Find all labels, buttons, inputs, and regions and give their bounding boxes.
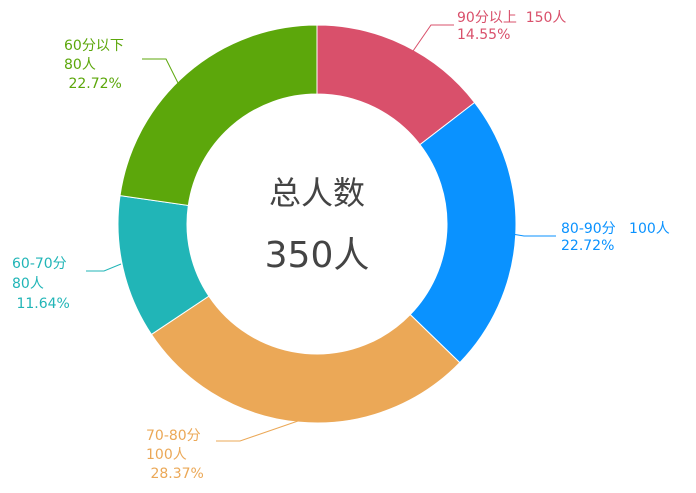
slice-label-1-line-1: 22.72% [561,238,614,254]
slice-label-4-line-2: 22.72% [64,76,122,92]
slice-label-2-line-1: 100人 [146,447,187,463]
slice-label-0-line-1: 14.55% [457,27,510,43]
slice-label-0-line-0: 90分以上 150人 [457,10,566,26]
leader-line-1 [511,233,556,237]
center-value: 350人 [265,235,370,276]
leader-line-2 [216,420,299,442]
slice-label-3-line-1: 80人 [12,276,44,292]
slice-label-3-line-0: 60-70分 [12,256,67,272]
slice-label-3-line-2: 11.64% [12,296,70,312]
center-title: 总人数 [269,174,365,212]
slice-label-2-line-0: 70-80分 [146,428,201,444]
leader-line-4 [142,58,187,100]
slice-label-4-line-1: 80人 [64,57,96,73]
donut-slices [117,24,517,424]
leader-line-3 [86,263,122,272]
slice-label-1-line-0: 80-90分 100人 [561,221,670,237]
slice-label-4-line-0: 60分以下 [64,38,124,54]
slice-1[interactable] [409,101,517,364]
slice-4[interactable] [119,24,318,207]
slice-label-2-line-2: 28.37% [146,466,204,482]
leader-line-0 [392,24,454,81]
slice-2[interactable] [150,295,461,424]
